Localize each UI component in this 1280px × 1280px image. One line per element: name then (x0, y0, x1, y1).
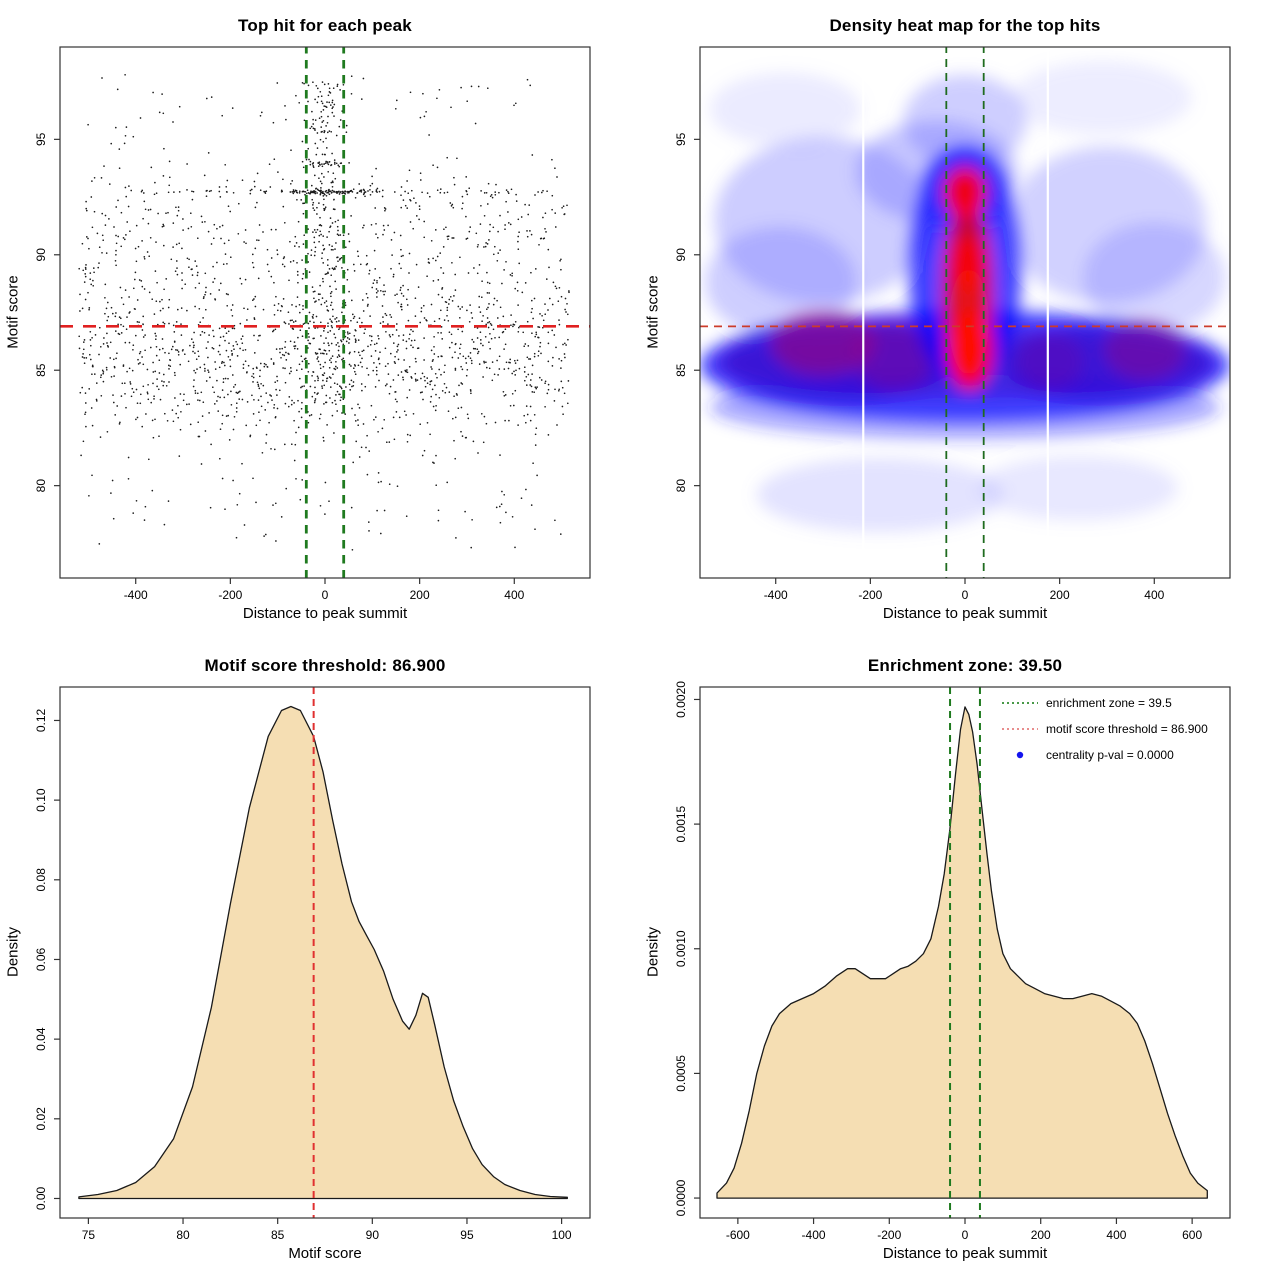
heatmap-blob (704, 227, 857, 338)
y-tick-label: 0.0000 (674, 1179, 688, 1216)
x-axis-label: Distance to peak summit (882, 605, 1048, 622)
heatmap-blob (948, 268, 989, 375)
y-tick-label: 80 (674, 479, 688, 493)
area-svg: -600 -400 -200 0 200 400 600 0.0000 0.0005 0.0010… (674, 681, 1231, 1242)
panel-motif-score-density: Motif score threshold: 86.900 Motif scor… (0, 640, 640, 1280)
legend-entry-label: centrality p-val = 0.0000 (1046, 748, 1174, 762)
panel-distance-density: Enrichment zone: 39.50 Distance to peak … (640, 640, 1280, 1280)
x-tick-label: 0 (962, 588, 969, 602)
heatmap-density-layer (700, 60, 1230, 532)
x-tick-label: 100 (552, 1228, 572, 1242)
x-tick-label: -200 (858, 588, 882, 602)
panel-density-heatmap: Density heat map for the top hits Distan… (640, 0, 1280, 640)
y-tick-label: 0.0015 (674, 805, 688, 842)
plot-area (78, 687, 568, 1218)
y-tick-label: 95 (674, 132, 688, 146)
x-tick-label: 200 (410, 588, 430, 602)
y-tick-label: 85 (34, 363, 48, 377)
y-tick-label: 0.00 (34, 1186, 48, 1210)
scatter-svg: -400 -200 0 200 400 80 85 90 95 (34, 46, 591, 602)
panel-scatter-top-hits: Top hit for each peak Distance to peak s… (0, 0, 640, 640)
x-tick-label: 400 (1106, 1228, 1126, 1242)
scatter-points (78, 73, 570, 551)
y-tick-label: 0.0010 (674, 930, 688, 967)
heatmap-svg: -400 -200 0 200 400 80 85 90 95 (674, 46, 1231, 602)
x-tick-label: 400 (1144, 588, 1164, 602)
y-tick-label: 90 (34, 248, 48, 262)
heatmap-blob (756, 458, 1003, 532)
x-tick-label: 400 (504, 588, 524, 602)
x-tick-label: 0 (322, 588, 329, 602)
heatmap-blob (1012, 60, 1193, 135)
chart-title: Density heat map for the top hits (829, 16, 1101, 35)
heatmap-blob (1017, 333, 1084, 389)
x-axis-label: Distance to peak summit (882, 1245, 1048, 1262)
plot-area (700, 47, 1230, 578)
y-tick-label: 0.08 (34, 868, 48, 892)
y-tick-label: 0.10 (34, 788, 48, 812)
axes: -600 -400 -200 0 200 400 600 0.0000 0.0005 0.0010… (674, 681, 1231, 1242)
y-tick-label: 90 (674, 248, 688, 262)
y-tick-label: 95 (34, 132, 48, 146)
x-axis-label: Distance to peak summit (242, 605, 408, 622)
legend-entry-label: motif score threshold = 86.900 (1046, 722, 1208, 736)
x-tick-label: -200 (877, 1228, 901, 1242)
x-tick-label: 200 (1050, 588, 1070, 602)
axes: 75 80 85 90 95 100 0.00 0.02 0.04 0.06 0.08 0.10 0.1… (34, 686, 591, 1242)
x-tick-label: 200 (1031, 1228, 1051, 1242)
density-curve (716, 706, 1208, 1199)
y-tick-label: 0.06 (34, 947, 48, 971)
x-tick-label: 85 (271, 1228, 285, 1242)
density-curve (78, 705, 568, 1200)
heatmap-blob (770, 310, 876, 375)
heatmap-blob (944, 167, 986, 218)
x-tick-label: -600 (726, 1228, 750, 1242)
chart-title: Top hit for each peak (238, 16, 412, 35)
heatmap-blob (1083, 222, 1226, 334)
x-tick-label: -200 (218, 588, 242, 602)
axes: -400 -200 0 200 400 80 85 90 95 (34, 46, 591, 602)
y-tick-label: 0.04 (34, 1027, 48, 1051)
y-tick-label: 0.0005 (674, 1055, 688, 1092)
y-tick-label: 80 (34, 479, 48, 493)
x-tick-label: 80 (176, 1228, 190, 1242)
heatmap-blob (851, 319, 937, 389)
legend-swatch-dot (1016, 751, 1024, 759)
plot-area (716, 687, 1208, 1218)
heatmap-blob (1104, 319, 1185, 380)
legend-entry-label: enrichment zone = 39.5 (1046, 696, 1172, 710)
legend: enrichment zone = 39.5 motif score thresh… (1002, 696, 1208, 762)
x-tick-label: 600 (1182, 1228, 1202, 1242)
chart-title: Enrichment zone: 39.50 (867, 656, 1063, 675)
chart-title: Motif score threshold: 86.900 (204, 656, 446, 675)
y-tick-label: 0.0020 (674, 681, 688, 718)
x-tick-label: 0 (962, 1228, 969, 1242)
y-tick-label: 0.02 (34, 1107, 48, 1131)
x-tick-label: -400 (124, 588, 148, 602)
plot-area (60, 47, 590, 578)
x-tick-label: -400 (764, 588, 788, 602)
x-tick-label: 95 (460, 1228, 474, 1242)
x-tick-label: -400 (802, 1228, 826, 1242)
area-svg: 75 80 85 90 95 100 0.00 0.02 0.04 0.06 0.08 0.10 0.1… (34, 686, 591, 1242)
heatmap-blob (979, 455, 1178, 521)
heatmap-blob (709, 72, 861, 147)
x-axis-label: Motif score (288, 1245, 362, 1262)
x-tick-label: 75 (82, 1228, 96, 1242)
axes: -400 -200 0 200 400 80 85 90 95 (674, 46, 1231, 602)
y-tick-label: 85 (674, 363, 688, 377)
x-tick-label: 90 (366, 1228, 380, 1242)
y-tick-label: 0.12 (34, 708, 48, 732)
